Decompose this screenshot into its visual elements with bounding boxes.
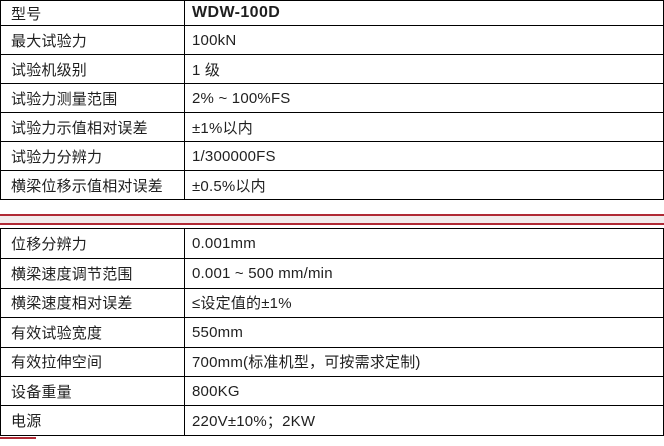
spec-label: 设备重量 [1,376,185,406]
spec-label: 位移分辨力 [1,229,185,259]
table-row: 试验力测量范围 2% ~ 100%FS [1,83,663,112]
table-row: 设备重量 800KG [1,375,663,406]
table-row: 试验力示值相对误差 ±1%以内 [1,112,663,141]
spec-value: 1/300000FS [192,147,276,165]
table-row: 有效试验宽度 550mm [1,317,663,347]
spec-label: 横梁位移示值相对误差 [1,171,185,199]
table-row: 有效拉伸空间 700mm(标准机型，可按需求定制) [1,346,663,376]
spec-label: 试验力测量范围 [1,84,185,112]
table-row: 横梁速度相对误差 ≤设定值的±1% [1,287,663,318]
spec-label: 有效试验宽度 [1,318,185,347]
spec-value: 550mm [192,323,244,341]
red-divider-band [0,214,664,225]
spec-label: 试验力示值相对误差 [1,113,185,141]
spec-table-top: 型号 WDW-100D 最大试验力 100kN 试验机级别 1 级 试验力测量范… [0,0,664,200]
spec-value: 0.001 ~ 500 mm/min [192,265,333,283]
spec-value: 1 级 [192,61,221,79]
spec-label: 最大试验力 [1,26,185,54]
table-row: 位移分辨力 0.001mm [1,229,663,259]
spec-label: 电源 [1,406,185,435]
spec-label: 横梁速度相对误差 [1,288,185,318]
spec-table-bottom: 位移分辨力 0.001mm 横梁速度调节范围 0.001 ~ 500 mm/mi… [0,228,664,436]
spec-value: 100kN [192,31,237,49]
spec-value: ≤设定值的±1% [192,295,292,313]
spec-value: WDW-100D [192,4,281,21]
spec-label: 试验机级别 [1,55,185,83]
spec-value: 220V±10%；2KW [192,413,316,431]
spec-value: ±1%以内 [192,119,253,137]
spec-value: 700mm(标准机型，可按需求定制) [192,354,421,372]
spec-value: 2% ~ 100%FS [192,89,291,107]
table-row: 试验力分辨力 1/300000FS [1,141,663,170]
table-row: 最大试验力 100kN [1,25,663,54]
table-row: 横梁速度调节范围 0.001 ~ 500 mm/min [1,258,663,288]
spec-label: 横梁速度调节范围 [1,259,185,288]
table-row: 横梁位移示值相对误差 ±0.5%以内 [1,170,663,199]
table-row: 型号 WDW-100D [1,1,663,25]
spec-label: 型号 [1,1,185,25]
table-row: 试验机级别 1 级 [1,54,663,83]
spec-label: 有效拉伸空间 [1,347,185,376]
spec-value: ±0.5%以内 [192,177,266,195]
spec-label: 试验力分辨力 [1,142,185,170]
spec-value: 0.001mm [192,235,256,253]
table-row: 电源 220V±10%；2KW [1,405,663,435]
spec-value: 800KG [192,382,240,400]
red-bottom-dash [0,436,36,439]
